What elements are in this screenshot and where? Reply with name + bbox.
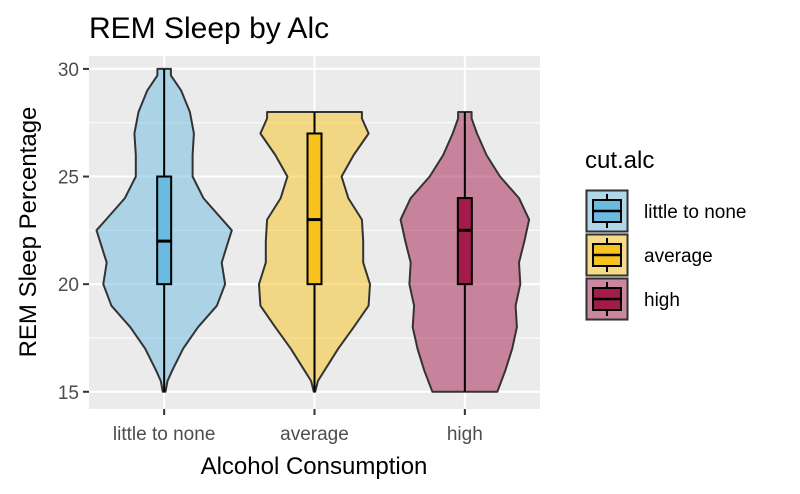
y-tick-label: 15 — [58, 383, 79, 404]
box — [456, 197, 473, 286]
legend-label: little to none — [644, 202, 746, 223]
y-axis: 15 20 25 30 — [58, 60, 89, 404]
legend-label: average — [644, 246, 713, 267]
legend-title: cut.alc — [585, 147, 654, 174]
x-axis-title: Alcohol Consumption — [201, 453, 428, 480]
y-axis-title: REM Sleep Percentage — [15, 107, 42, 358]
x-tick-label: average — [280, 424, 349, 445]
legend: little to none average high — [585, 189, 746, 321]
chart-title: REM Sleep by Alc — [89, 12, 329, 45]
y-tick-label: 25 — [58, 168, 79, 189]
box — [306, 132, 323, 286]
x-tick-label: high — [447, 424, 483, 445]
violins — [95, 67, 531, 393]
y-tick-label: 30 — [58, 60, 79, 81]
legend-label: high — [644, 290, 680, 311]
x-tick-label: little to none — [113, 424, 215, 445]
box — [156, 175, 173, 286]
x-axis: little to none average high — [113, 409, 483, 445]
y-tick-label: 20 — [58, 275, 79, 296]
